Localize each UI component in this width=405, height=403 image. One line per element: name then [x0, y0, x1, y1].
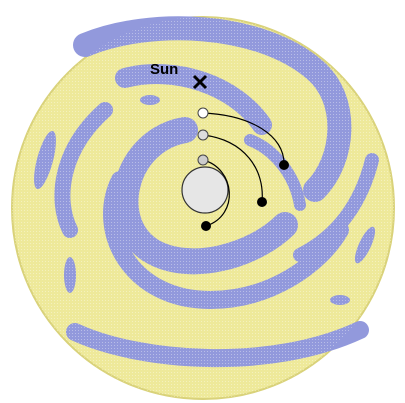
sun-label: Sun: [150, 61, 178, 78]
position-marker: [201, 221, 211, 231]
sun-marker: [192, 74, 208, 90]
position-marker: [197, 129, 209, 141]
position-marker: [257, 197, 267, 207]
galactic-center: [181, 166, 229, 214]
orbits: [197, 107, 289, 231]
position-marker: [197, 107, 209, 119]
position-marker: [279, 160, 289, 170]
position-marker: [197, 154, 209, 166]
